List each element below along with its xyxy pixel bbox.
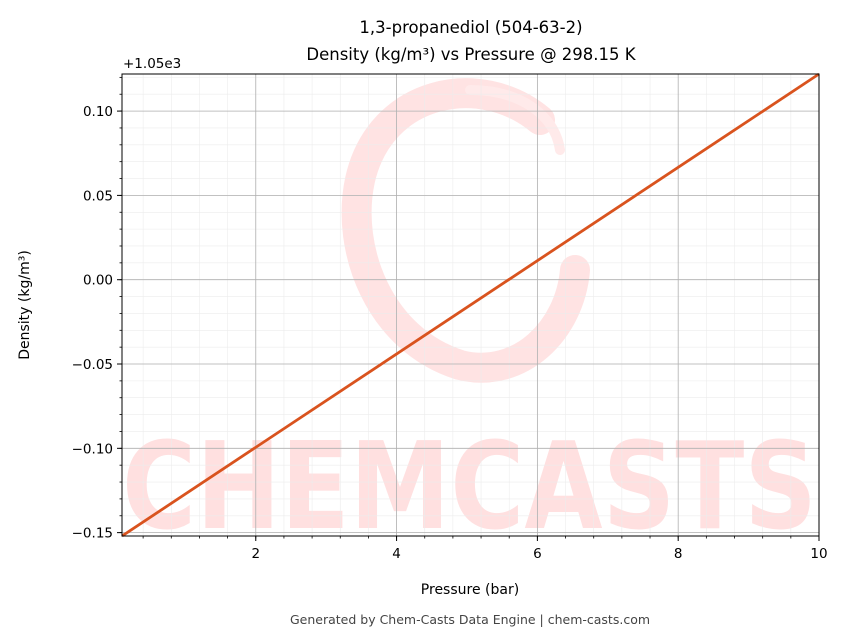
x-tick-label: 2	[251, 546, 260, 562]
y-tick-label: 0.10	[83, 104, 113, 120]
series-line-density	[121, 72, 820, 538]
y-tick-label: −0.15	[72, 526, 113, 542]
y-tick-label: 0.00	[83, 273, 113, 289]
x-tick-label: 4	[392, 546, 401, 562]
chart-subtitle: Density (kg/m³) vs Pressure @ 298.15 K	[306, 45, 636, 64]
y-tick-label: 0.05	[83, 188, 113, 204]
y-offset-label: +1.05e3	[123, 56, 181, 72]
x-tick-label: 10	[810, 546, 827, 562]
x-axis-ticks: 2 4 6 8 10	[142, 536, 828, 562]
plot-frame	[121, 73, 820, 537]
x-tick-label: 8	[674, 546, 683, 562]
chart-title: 1,3-propanediol (504-63-2)	[359, 18, 582, 37]
watermark-text: CHEMCASTS	[122, 418, 817, 557]
x-tick-label: 6	[533, 546, 542, 562]
y-axis-label: Density (kg/m³)	[17, 250, 33, 360]
y-tick-label: −0.05	[72, 357, 113, 373]
watermark-logo-icon	[341, 78, 590, 383]
y-tick-label: −0.10	[72, 441, 113, 457]
footer-credit: Generated by Chem-Casts Data Engine | ch…	[290, 612, 650, 627]
x-axis-label: Pressure (bar)	[421, 582, 519, 598]
y-axis-ticks: 0.10 0.05 0.00 −0.05 −0.10 −0.15	[72, 76, 122, 542]
watermark: CHEMCASTS	[122, 78, 817, 557]
minor-grid	[122, 74, 819, 536]
